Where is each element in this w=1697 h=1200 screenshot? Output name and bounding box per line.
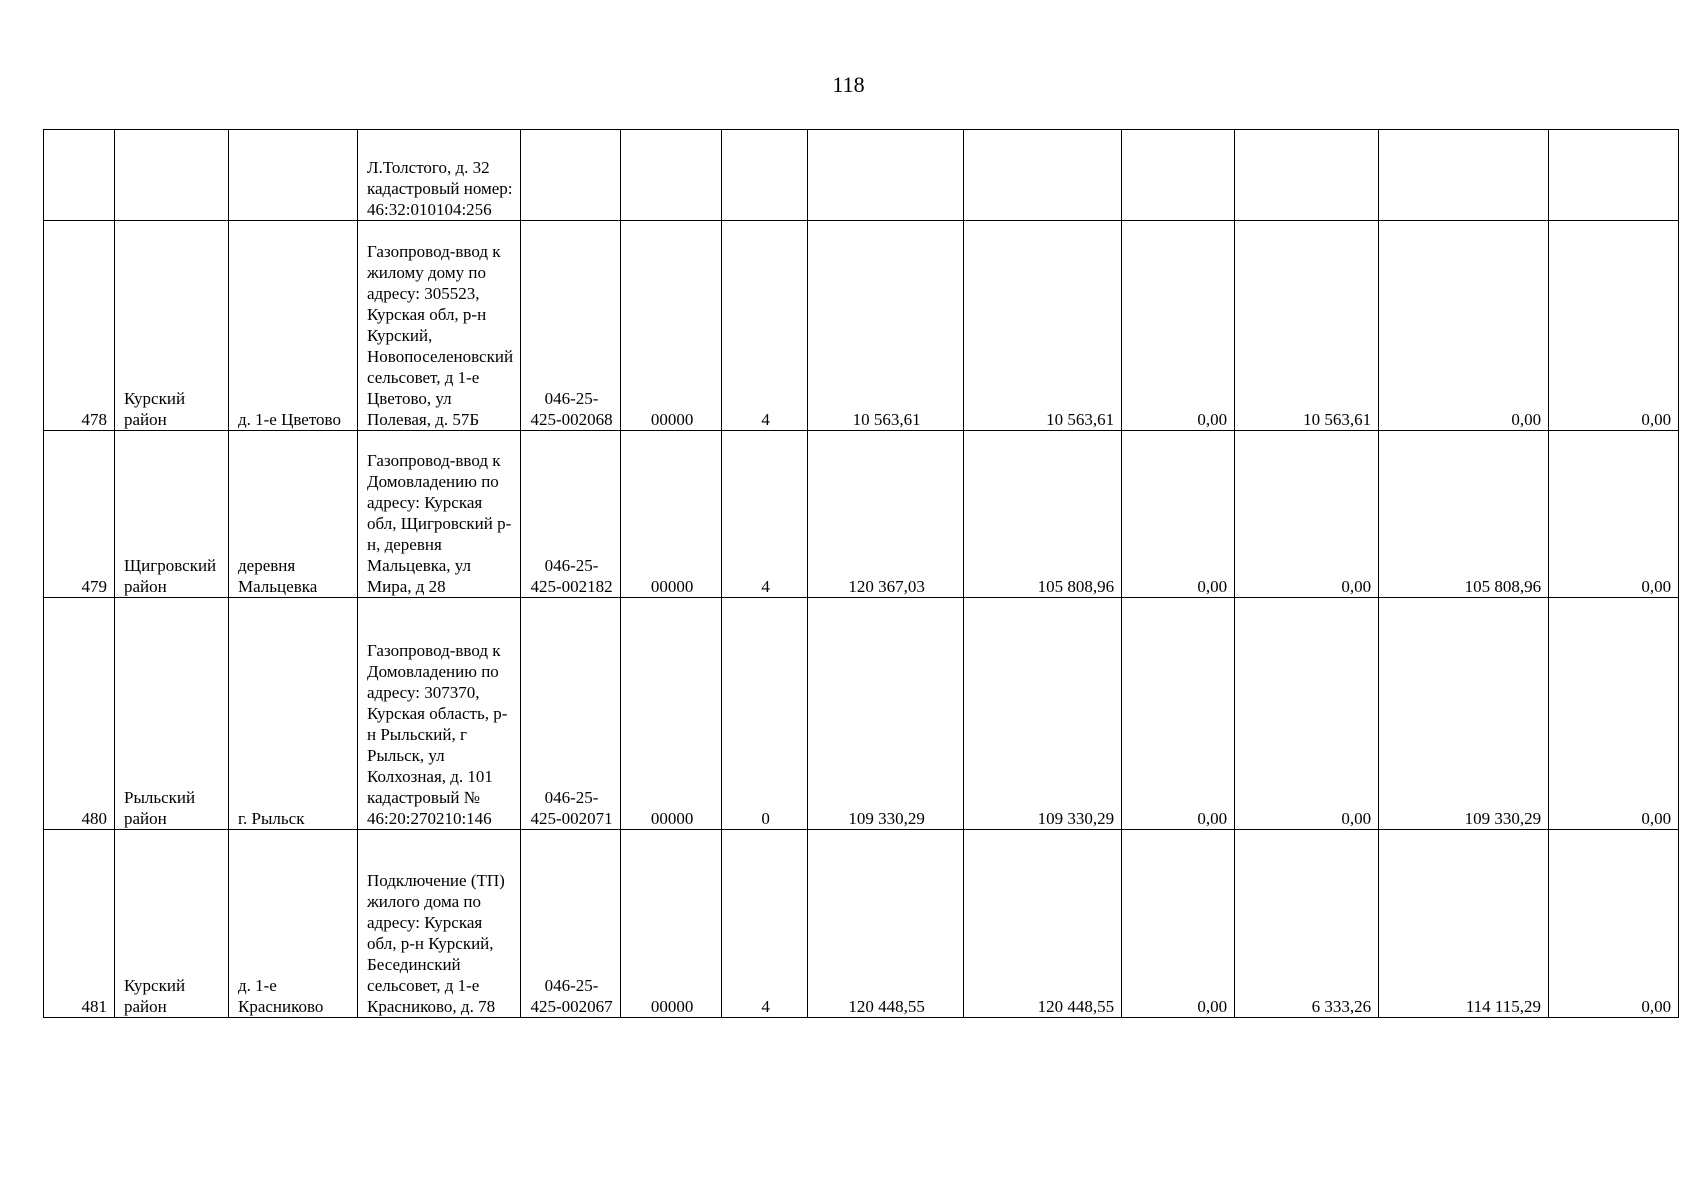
cell-object: Л.Толстого, д. 32 кадастровый номер: 46:… (356, 129, 522, 221)
cell-locality: д. 1-е Цветово (228, 220, 358, 431)
cell-v6 (1548, 129, 1680, 221)
cell-cat: 4 (721, 430, 809, 598)
cell-v5: 0,00 (1378, 220, 1550, 431)
cell-v6: 0,00 (1548, 829, 1680, 1018)
table-row: 480 Рыльский район г. Рыльск Газопровод-вво… (43, 597, 1680, 830)
table-row: 478 Курский район д. 1-е Цветово Газопровод… (43, 220, 1680, 431)
cell-v6: 0,00 (1548, 430, 1680, 598)
cell-v5: 109 330,29 (1378, 597, 1550, 830)
cell-object: Газопровод-ввод к Домовладению по адресу… (356, 597, 522, 830)
cell-code (520, 129, 622, 221)
cell-code: 046-25-425-002182 (520, 430, 622, 598)
cell-v1 (807, 129, 965, 221)
cell-v2: 10 563,61 (963, 220, 1123, 431)
cell-locality: г. Рыльск (228, 597, 358, 830)
cell-district: Курский район (114, 220, 229, 431)
table-row: 481 Курский район д. 1-е Красниково Подключ… (43, 829, 1680, 1018)
cell-v3: 0,00 (1121, 220, 1236, 431)
cell-oktmo: 00000 (620, 430, 723, 598)
cell-district: Щигровский район (114, 430, 229, 598)
cell-v3 (1121, 129, 1236, 221)
cell-v3: 0,00 (1121, 430, 1236, 598)
cell-code: 046-25-425-002067 (520, 829, 622, 1018)
cell-v6: 0,00 (1548, 597, 1680, 830)
cell-oktmo: 00000 (620, 597, 723, 830)
cell-v4: 0,00 (1234, 430, 1380, 598)
cell-code: 046-25-425-002068 (520, 220, 622, 431)
cell-oktmo: 00000 (620, 220, 723, 431)
table-row: Л.Толстого, д. 32 кадастровый номер: 46:… (43, 129, 1680, 221)
cell-oktmo: 00000 (620, 829, 723, 1018)
cell-v1: 109 330,29 (807, 597, 965, 830)
cell-object: Газопровод-ввод к Домовладению по адресу… (356, 430, 522, 598)
cell-locality: д. 1-е Красниково (228, 829, 358, 1018)
cell-v3: 0,00 (1121, 829, 1236, 1018)
cell-num: 480 (43, 597, 115, 830)
data-table: Л.Толстого, д. 32 кадастровый номер: 46:… (43, 129, 1680, 1018)
cell-district: Курский район (114, 829, 229, 1018)
cell-object: Газопровод-ввод к жилому дому по адресу:… (356, 220, 522, 431)
cell-num (43, 129, 115, 221)
cell-cat: 0 (721, 597, 809, 830)
cell-v4: 6 333,26 (1234, 829, 1380, 1018)
cell-code: 046-25-425-002071 (520, 597, 622, 830)
page-number: 118 (832, 72, 865, 97)
cell-district: Рыльский район (114, 597, 229, 830)
cell-locality (228, 129, 358, 221)
cell-v5: 105 808,96 (1378, 430, 1550, 598)
cell-num: 479 (43, 430, 115, 598)
cell-v4: 0,00 (1234, 597, 1380, 830)
cell-v1: 120 448,55 (807, 829, 965, 1018)
cell-v2: 105 808,96 (963, 430, 1123, 598)
cell-v6: 0,00 (1548, 220, 1680, 431)
cell-v3: 0,00 (1121, 597, 1236, 830)
cell-num: 481 (43, 829, 115, 1018)
cell-oktmo (620, 129, 723, 221)
cell-object: Подключение (ТП) жилого дома по адресу: … (356, 829, 522, 1018)
cell-cat: 4 (721, 829, 809, 1018)
cell-v2 (963, 129, 1123, 221)
cell-num: 478 (43, 220, 115, 431)
cell-cat: 4 (721, 220, 809, 431)
table-row: 479 Щигровский район деревня Мальцевка Газо… (43, 430, 1680, 598)
cell-locality: деревня Мальцевка (228, 430, 358, 598)
cell-district (114, 129, 229, 221)
cell-v1: 10 563,61 (807, 220, 965, 431)
cell-v4: 10 563,61 (1234, 220, 1380, 431)
cell-v4 (1234, 129, 1380, 221)
cell-v1: 120 367,03 (807, 430, 965, 598)
cell-v2: 109 330,29 (963, 597, 1123, 830)
cell-v5 (1378, 129, 1550, 221)
cell-cat (721, 129, 809, 221)
cell-v5: 114 115,29 (1378, 829, 1550, 1018)
cell-v2: 120 448,55 (963, 829, 1123, 1018)
